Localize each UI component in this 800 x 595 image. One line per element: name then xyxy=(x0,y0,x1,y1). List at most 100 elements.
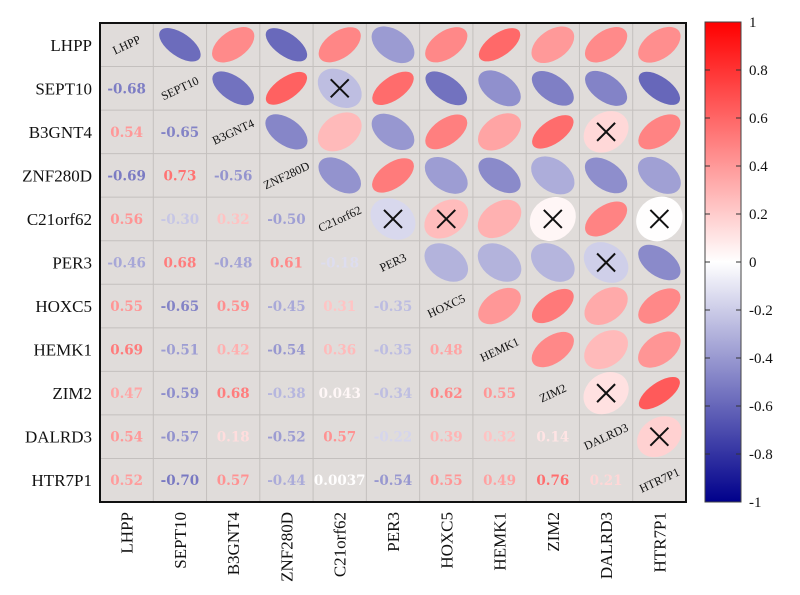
correlation-ellipse xyxy=(638,331,681,368)
correlation-value: -0.44 xyxy=(267,473,305,489)
correlation-value: 0.62 xyxy=(430,386,463,402)
correlation-ellipse xyxy=(637,156,681,194)
correlation-ellipse xyxy=(317,112,362,152)
correlation-value: 0.68 xyxy=(163,256,196,272)
column-label: ZNF280D xyxy=(277,512,296,582)
row-label: B3GNT4 xyxy=(29,123,93,142)
correlation-value: 0.54 xyxy=(110,125,143,141)
column-label: ZIM2 xyxy=(544,512,563,552)
correlation-value: -0.70 xyxy=(161,473,199,489)
correlation-ellipse xyxy=(531,70,574,106)
correlation-ellipse xyxy=(318,157,361,194)
correlation-ellipse xyxy=(478,287,521,325)
correlation-ellipse xyxy=(424,156,468,194)
correlation-ellipse xyxy=(477,199,522,239)
insignificant-mark xyxy=(596,252,616,273)
correlation-value: -0.54 xyxy=(374,473,412,489)
correlation-value: 0.59 xyxy=(217,299,250,315)
column-label: B3GNT4 xyxy=(224,512,243,576)
colorbar-tick-label: 0.6 xyxy=(749,111,768,127)
row-labels: LHPP SEPT10 B3GNT4 ZNF280D C21orf62 PER3 HOXC5… xyxy=(22,36,92,490)
correlation-value: 0.52 xyxy=(110,473,143,489)
colorbar: 1 0.8 0.6 0.4 0.2 0 -0.2 -0.4 -0.6 -0.8 -1 xyxy=(704,15,773,511)
correlation-value: 0.14 xyxy=(536,430,569,446)
correlation-ellipse xyxy=(638,114,681,150)
row-label: HEMK1 xyxy=(33,341,92,360)
correlation-value: 0.54 xyxy=(110,430,143,446)
correlation-value: 0.18 xyxy=(217,430,250,446)
correlation-value: 0.73 xyxy=(163,168,196,184)
correlation-value: 0.49 xyxy=(483,473,516,489)
row-label: PER3 xyxy=(52,254,92,273)
correlation-value: 0.043 xyxy=(319,386,361,402)
insignificant-mark xyxy=(330,78,350,99)
correlation-value: -0.65 xyxy=(161,299,199,315)
correlation-value: 0.48 xyxy=(430,343,463,359)
correlation-ellipse xyxy=(478,113,522,151)
insignificant-mark xyxy=(649,209,670,229)
correlation-ellipse xyxy=(638,376,680,410)
correlation-value: -0.45 xyxy=(267,299,305,315)
correlation-value: -0.22 xyxy=(374,430,412,446)
correlation-ellipse xyxy=(477,243,522,282)
row-label: LHPP xyxy=(50,36,92,55)
column-label: HEMK1 xyxy=(491,512,510,571)
correlation-value: 0.68 xyxy=(217,386,250,402)
correlation-ellipse xyxy=(478,70,521,107)
correlation-ellipse xyxy=(478,28,521,62)
correlation-ellipse xyxy=(532,115,574,149)
colorbar-tick-label: -0.6 xyxy=(749,399,773,415)
colorbar-tick-label: 0.8 xyxy=(749,63,768,79)
colorbar-gradient xyxy=(704,21,742,503)
column-label: DALRD3 xyxy=(597,512,616,579)
correlation-ellipse xyxy=(425,27,468,63)
correlation-ellipse xyxy=(424,243,469,282)
correlation-value: 0.55 xyxy=(430,473,463,489)
correlation-value: 0.31 xyxy=(323,299,356,315)
correlation-value: -0.69 xyxy=(107,168,145,184)
correlation-ellipse xyxy=(372,71,414,106)
insignificant-mark xyxy=(383,209,403,229)
row-label: C21orf62 xyxy=(27,210,92,229)
correlation-ellipse xyxy=(265,114,308,150)
correlation-value: 0.69 xyxy=(110,343,143,359)
correlation-value: -0.35 xyxy=(374,343,412,359)
matrix-border xyxy=(99,22,687,503)
correlation-value: 0.56 xyxy=(110,212,143,228)
correlation-ellipse xyxy=(318,27,361,63)
correlation-value: -0.30 xyxy=(161,212,199,228)
correlation-ellipse xyxy=(531,288,574,324)
row-label: HTR7P1 xyxy=(32,471,92,490)
correlation-ellipse xyxy=(371,26,415,64)
correlation-ellipse xyxy=(212,27,255,63)
correlation-ellipse xyxy=(585,201,628,237)
correlation-ellipse xyxy=(584,287,628,325)
correlation-value: -0.52 xyxy=(267,430,305,446)
column-labels: LHPP SEPT10 B3GNT4 ZNF280D C21orf62 PER3 HOXC5… xyxy=(118,512,670,582)
row-label: DALRD3 xyxy=(25,428,92,447)
correlation-value: 0.47 xyxy=(110,386,143,402)
correlation-value: 0.0037 xyxy=(314,473,366,489)
correlation-value: -0.38 xyxy=(267,386,305,402)
insignificant-mark xyxy=(649,426,670,447)
insignificant-mark xyxy=(596,122,616,142)
column-label: LHPP xyxy=(118,512,137,554)
correlation-ellipse xyxy=(265,28,308,62)
colorbar-tick-label: -0.8 xyxy=(749,447,773,463)
correlation-value: -0.65 xyxy=(161,125,199,141)
column-label: HTR7P1 xyxy=(650,512,669,572)
correlation-ellipse xyxy=(425,114,468,150)
correlation-value: 0.57 xyxy=(323,430,356,446)
colorbar-tick-label: -0.4 xyxy=(749,351,773,367)
correlation-value: 0.61 xyxy=(270,256,303,272)
column-label: HOXC5 xyxy=(437,512,456,569)
correlation-ellipse xyxy=(584,157,628,194)
correlation-value: -0.35 xyxy=(374,299,412,315)
correlation-ellipse xyxy=(638,71,681,105)
correlation-ellipse xyxy=(531,156,575,195)
correlation-value: -0.34 xyxy=(374,386,412,402)
correlation-value: 0.57 xyxy=(217,473,250,489)
correlation-value: -0.54 xyxy=(267,343,305,359)
correlation-value: 0.55 xyxy=(483,386,516,402)
